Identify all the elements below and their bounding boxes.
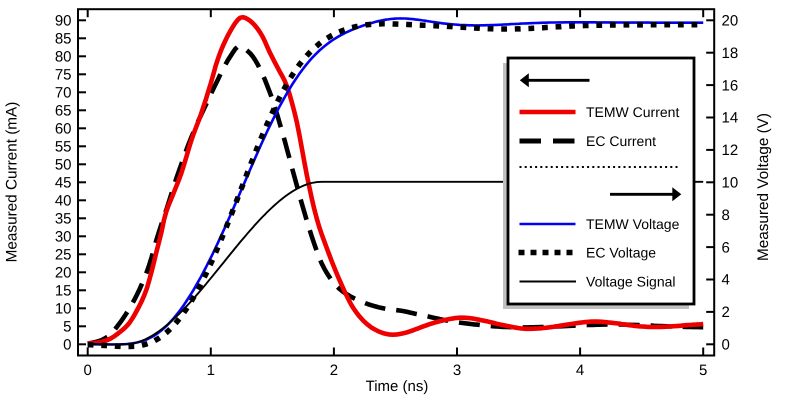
svg-text:50: 50	[55, 157, 72, 174]
svg-text:30: 30	[55, 229, 72, 246]
svg-text:10: 10	[55, 301, 72, 318]
svg-text:4: 4	[576, 362, 584, 379]
svg-text:65: 65	[55, 103, 72, 120]
svg-text:EC Voltage: EC Voltage	[586, 245, 656, 261]
svg-text:Measured Voltage (V): Measured Voltage (V)	[755, 113, 772, 261]
svg-text:Time (ns): Time (ns)	[366, 378, 429, 395]
svg-text:70: 70	[55, 85, 72, 102]
svg-text:18: 18	[722, 45, 739, 62]
svg-text:12: 12	[722, 142, 739, 159]
svg-text:3: 3	[453, 362, 461, 379]
svg-text:0: 0	[722, 337, 730, 354]
svg-text:20: 20	[55, 265, 72, 282]
svg-text:60: 60	[55, 121, 72, 138]
svg-text:85: 85	[55, 31, 72, 48]
svg-text:14: 14	[722, 110, 739, 127]
svg-text:5: 5	[63, 319, 71, 336]
svg-text:15: 15	[55, 283, 72, 300]
svg-text:8: 8	[722, 207, 730, 224]
svg-text:80: 80	[55, 49, 72, 66]
svg-text:0: 0	[84, 362, 92, 379]
svg-text:45: 45	[55, 175, 72, 192]
svg-text:6: 6	[722, 239, 730, 256]
svg-text:10: 10	[722, 175, 739, 192]
svg-text:16: 16	[722, 77, 739, 94]
svg-text:Measured Current (mA): Measured Current (mA)	[4, 102, 21, 263]
svg-text:40: 40	[55, 193, 72, 210]
svg-text:0: 0	[63, 337, 71, 354]
svg-text:4: 4	[722, 272, 730, 289]
svg-text:20: 20	[722, 13, 739, 30]
svg-text:TEMW Current: TEMW Current	[586, 104, 679, 120]
svg-text:EC Current: EC Current	[586, 133, 656, 149]
svg-text:2: 2	[330, 362, 338, 379]
svg-text:35: 35	[55, 211, 72, 228]
svg-text:2: 2	[722, 304, 730, 321]
svg-text:TEMW Voltage: TEMW Voltage	[586, 216, 680, 232]
svg-text:75: 75	[55, 67, 72, 84]
svg-text:1: 1	[207, 362, 215, 379]
svg-text:Voltage Signal: Voltage Signal	[586, 274, 676, 290]
svg-text:5: 5	[699, 362, 707, 379]
svg-text:25: 25	[55, 247, 72, 264]
svg-text:55: 55	[55, 139, 72, 156]
svg-text:90: 90	[55, 13, 72, 30]
